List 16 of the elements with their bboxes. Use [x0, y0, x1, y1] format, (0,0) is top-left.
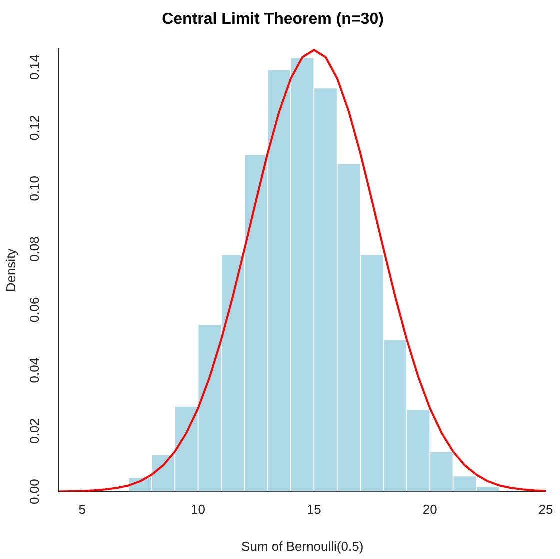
x-axis-title: Sum of Bernoulli(0.5) [242, 538, 364, 554]
y-tick-label: 0.10 [27, 176, 42, 202]
y-tick-label: 0.14 [27, 54, 42, 80]
y-tick-label: 0.08 [27, 236, 42, 262]
y-tick-label: 0.04 [27, 358, 42, 384]
y-tick-label: 0.02 [27, 418, 42, 444]
x-tick-label: 10 [191, 502, 206, 518]
y-tick-label: 0.06 [27, 297, 42, 323]
x-tick-label: 15 [306, 502, 322, 518]
y-tick-label: 0.00 [27, 479, 42, 504]
x-tick-label: 25 [538, 502, 554, 518]
x-tick-label: 20 [422, 502, 438, 518]
chart-title: Central Limit Theorem (n=30) [162, 11, 384, 28]
y-tick-label: 0.12 [27, 115, 42, 141]
x-tick-label: 5 [78, 502, 86, 518]
y-axis-title: Density [3, 248, 18, 292]
